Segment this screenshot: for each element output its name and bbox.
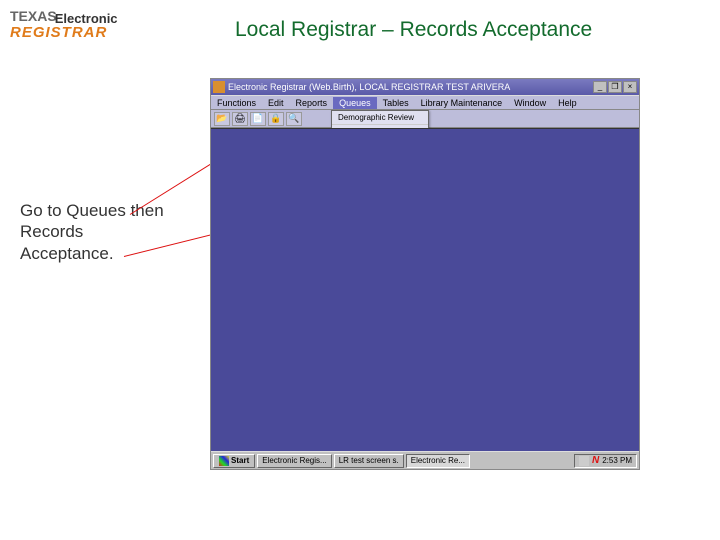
- app-window: Electronic Registrar (Web.Birth), LOCAL …: [210, 78, 640, 470]
- app-icon: [213, 81, 225, 93]
- taskbar-btn-3[interactable]: Electronic Re...: [406, 454, 470, 468]
- windows-flag-icon: [219, 456, 229, 466]
- slide-title: Local Registrar – Records Acceptance: [235, 18, 592, 42]
- window-title: Electronic Registrar (Web.Birth), LOCAL …: [228, 82, 592, 92]
- taskbar-btn-2[interactable]: LR test screen s.: [334, 454, 404, 468]
- toolbar-lock-icon[interactable]: 🔒: [268, 112, 284, 126]
- workspace-area: [211, 128, 639, 451]
- menu-edit[interactable]: Edit: [262, 97, 290, 109]
- maximize-button[interactable]: ❐: [608, 81, 622, 93]
- tray-clock: 2:53 PM: [602, 456, 632, 465]
- toolbar-doc-icon[interactable]: 📄: [250, 112, 266, 126]
- close-button[interactable]: ×: [623, 81, 637, 93]
- start-label: Start: [231, 456, 249, 465]
- titlebar[interactable]: Electronic Registrar (Web.Birth), LOCAL …: [211, 79, 639, 95]
- instruction-text: Go to Queues then Records Acceptance.: [20, 200, 170, 264]
- brand-logo: TEXASElectronic REGISTRAR: [10, 8, 118, 41]
- taskbar-btn-1[interactable]: Electronic Regis...: [257, 454, 331, 468]
- menubar: Functions Edit Reports Queues Tables Lib…: [211, 95, 639, 110]
- brand-texas: TEXAS: [10, 8, 57, 24]
- dropdown-demographic-review[interactable]: Demographic Review: [332, 111, 428, 125]
- start-button[interactable]: Start: [213, 454, 255, 468]
- menu-reports[interactable]: Reports: [290, 97, 334, 109]
- menu-queues[interactable]: Queues: [333, 97, 377, 109]
- taskbar-btn-3-label: Electronic Re...: [411, 456, 465, 465]
- menu-functions[interactable]: Functions: [211, 97, 262, 109]
- menu-help[interactable]: Help: [552, 97, 583, 109]
- toolbar-open-icon[interactable]: 📂: [214, 112, 230, 126]
- menu-tables[interactable]: Tables: [377, 97, 415, 109]
- menu-library-maintenance[interactable]: Library Maintenance: [415, 97, 509, 109]
- taskbar-btn-1-label: Electronic Regis...: [262, 456, 326, 465]
- taskbar-btn-2-label: LR test screen s.: [339, 456, 399, 465]
- minimize-button[interactable]: _: [593, 81, 607, 93]
- menu-window[interactable]: Window: [508, 97, 552, 109]
- tray-n-badge: N: [592, 455, 599, 466]
- toolbar-print-icon[interactable]: 🖨: [232, 112, 248, 126]
- toolbar-search-icon[interactable]: 🔍: [286, 112, 302, 126]
- taskbar: Start Electronic Regis... LR test screen…: [211, 451, 639, 469]
- brand-registrar: REGISTRAR: [10, 24, 118, 41]
- system-tray[interactable]: N 2:53 PM: [574, 454, 637, 468]
- tray-icon-1: [579, 456, 589, 466]
